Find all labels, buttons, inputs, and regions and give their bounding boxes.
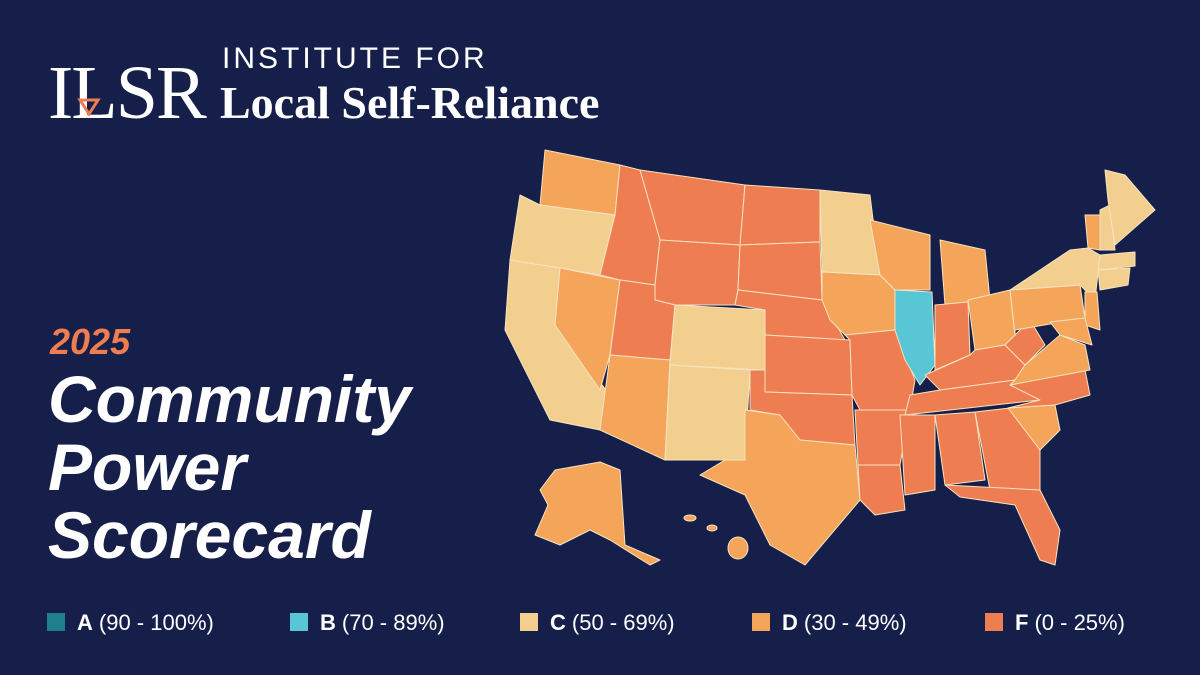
state — [706, 524, 718, 532]
logo: ILSR — [48, 51, 207, 135]
state — [899, 414, 936, 496]
state — [894, 289, 936, 386]
legend-label: B (70 - 89%) — [320, 610, 445, 635]
legend-grade: F — [1015, 610, 1028, 635]
legend-range: (70 - 89%) — [342, 610, 445, 635]
legend-swatch — [47, 613, 65, 631]
state — [1049, 317, 1093, 346]
state — [1104, 169, 1156, 246]
state — [1097, 251, 1136, 271]
state — [1097, 267, 1131, 291]
title-line: Community — [48, 362, 414, 436]
state — [1084, 291, 1101, 331]
legend-label: F (0 - 25%) — [1015, 610, 1125, 635]
legend-range: (0 - 25%) — [1034, 610, 1124, 635]
state — [869, 219, 931, 291]
state — [967, 289, 1016, 351]
legend-grade: A — [77, 610, 93, 635]
state — [1084, 214, 1101, 251]
title-line: Power — [48, 430, 249, 504]
us-map — [504, 149, 1156, 566]
legend-label: A (90 - 100%) — [77, 610, 214, 635]
legend-range: (90 - 100%) — [99, 610, 214, 635]
legend-label: C (50 - 69%) — [550, 610, 675, 635]
state — [1004, 319, 1046, 366]
state — [534, 461, 661, 566]
state — [764, 334, 853, 396]
state — [739, 184, 821, 246]
legend-grade: B — [320, 610, 336, 635]
legend-range: (50 - 69%) — [572, 610, 675, 635]
title-line: Scorecard — [48, 498, 373, 572]
state — [727, 536, 749, 560]
state — [683, 514, 697, 522]
legend-range: (30 - 49%) — [804, 610, 907, 635]
logo-triangle — [77, 98, 101, 117]
legend-swatch — [520, 613, 538, 631]
state — [857, 464, 906, 516]
state — [654, 239, 741, 306]
state — [819, 189, 881, 276]
legend: A (90 - 100%) B (70 - 89%) C (50 - 69%) D (30 -… — [47, 610, 1125, 635]
state — [669, 304, 766, 371]
state — [699, 409, 861, 566]
org-line-1: INSTITUTE FOR — [222, 42, 488, 75]
legend-swatch — [290, 613, 308, 631]
legend-swatch — [752, 613, 770, 631]
legend-swatch — [985, 613, 1003, 631]
state — [944, 484, 1061, 566]
state — [664, 364, 751, 461]
state — [1009, 247, 1101, 301]
org-line-2: Local Self-Reliance — [220, 77, 599, 128]
state — [939, 239, 991, 306]
state — [934, 411, 986, 486]
legend-grade: C — [550, 610, 566, 635]
title-year: 2025 — [49, 321, 131, 362]
legend-label: D (30 - 49%) — [782, 610, 907, 635]
legend-grade: D — [782, 610, 798, 635]
